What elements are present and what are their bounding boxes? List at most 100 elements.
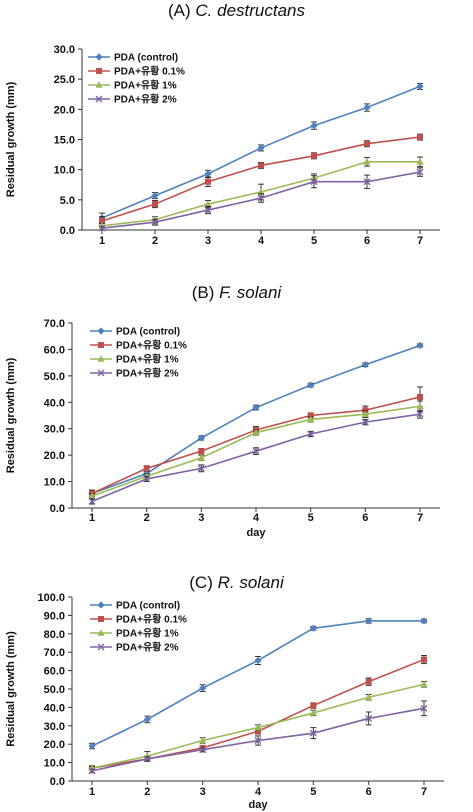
data-point [364,140,370,147]
data-point [361,410,369,417]
legend-item: PDA+유황 0.1% [88,65,185,78]
legend-marker [97,369,105,377]
data-point [257,194,265,202]
x-tick-label: 4 [255,786,262,798]
data-point [361,418,369,426]
data-point [365,693,373,701]
data-point [252,428,260,436]
data-point [362,407,369,414]
legend-marker [96,68,102,74]
x-tick-label: 5 [311,235,317,247]
data-point [310,178,318,186]
y-tick-label: 0.0 [60,225,75,237]
data-point [416,341,424,350]
y-tick-label: 10.0 [54,165,75,177]
data-point [254,656,262,665]
chart-title: (B) F. solani [192,283,283,302]
legend-label: PDA+유황 0.1% [116,613,187,626]
legend-label: PDA+유황 2% [116,641,179,654]
data-point [307,381,315,389]
y-tick-label: 70.0 [44,647,65,659]
legend-marker [97,601,105,609]
data-point [99,217,105,224]
data-point [420,680,428,688]
chart-panel-2: (B) F. solani 0.0 10.0 20.0 30.0 40.0 50.0 60.0… [5,283,440,539]
data-point [307,430,315,438]
data-point [198,448,205,455]
x-tick-label: 2 [144,786,150,798]
data-point [311,152,317,159]
data-point [420,617,428,625]
data-point [254,737,262,745]
data-point [205,178,211,185]
legend-item: PDA+유황 1% [90,627,179,640]
x-tick-label: 6 [366,786,372,798]
legend-label: PDA (control) [116,327,180,338]
data-point [307,412,314,419]
legend-marker [97,327,105,335]
legend: PDA (control)PDA+유황 0.1%PDA+유황 1%PDA+유황 … [90,327,187,380]
x-tick-label: 7 [417,512,423,524]
x-tick-label: 3 [198,512,204,524]
y-tick-label: 20.0 [44,450,65,462]
data-point [88,492,96,499]
legend-marker [95,95,103,103]
legend-label: PDA+유황 2% [116,367,179,380]
data-point [88,742,96,750]
y-tick-label: 40.0 [44,397,65,409]
x-tick-label: 4 [253,512,260,524]
x-tick-label: 4 [258,235,265,247]
data-point [143,465,150,472]
data-point [252,447,260,455]
legend-item: PDA+유황 2% [90,641,179,654]
legend-item: PDA+유황 1% [90,353,179,366]
y-axis-label: Residual growth (mm) [5,357,17,473]
data-point [197,453,205,461]
data-point [98,224,106,232]
data-point [88,497,96,505]
y-tick-label: 60.0 [44,666,65,678]
legend-item: PDA+유황 2% [90,367,179,380]
data-point [365,678,372,685]
data-point [197,434,205,442]
series-4 [88,700,428,775]
x-tick-label: 7 [417,235,423,247]
data-point [204,206,212,214]
data-point [258,162,264,169]
data-point [310,702,317,709]
data-point [151,192,159,200]
series-line [91,658,425,769]
data-point [143,475,151,483]
y-tick-label: 0.0 [50,776,65,788]
y-tick-label: 30.0 [44,424,65,436]
series-1 [88,617,428,750]
x-tick-label: 1 [89,512,95,524]
data-point [363,178,371,186]
y-axis-label: Residual growth (mm) [5,631,17,747]
data-point [363,103,371,112]
data-point [151,218,159,226]
x-tick-label: 7 [421,786,427,798]
x-tick-label: 6 [364,235,370,247]
chart-title: (C) R. solani [189,573,285,592]
y-tick-label: 90.0 [44,610,65,622]
x-tick-label: 2 [144,512,150,524]
x-tick-label: 3 [200,786,206,798]
data-point [416,82,424,91]
data-point [310,122,318,130]
chart-panel-3: (C) R. solani 0.0 10.0 20.0 30.0 40.0 50.0 60.0… [5,573,444,811]
legend-label: PDA (control) [114,53,178,64]
data-point [252,403,260,412]
legend-marker [97,629,105,636]
chart-panel-1: (A) C. destructans 0.0 5.0 10.0 15.0 20.0 25.0… [5,1,440,247]
data-point [152,201,158,208]
y-tick-label: 100.0 [37,592,65,604]
y-tick-label: 15.0 [54,135,75,147]
data-point [88,767,96,775]
data-point [363,158,371,165]
legend-label: PDA+유황 1% [114,79,177,92]
series-4 [88,409,424,505]
data-point [204,170,212,178]
data-point [420,704,428,712]
